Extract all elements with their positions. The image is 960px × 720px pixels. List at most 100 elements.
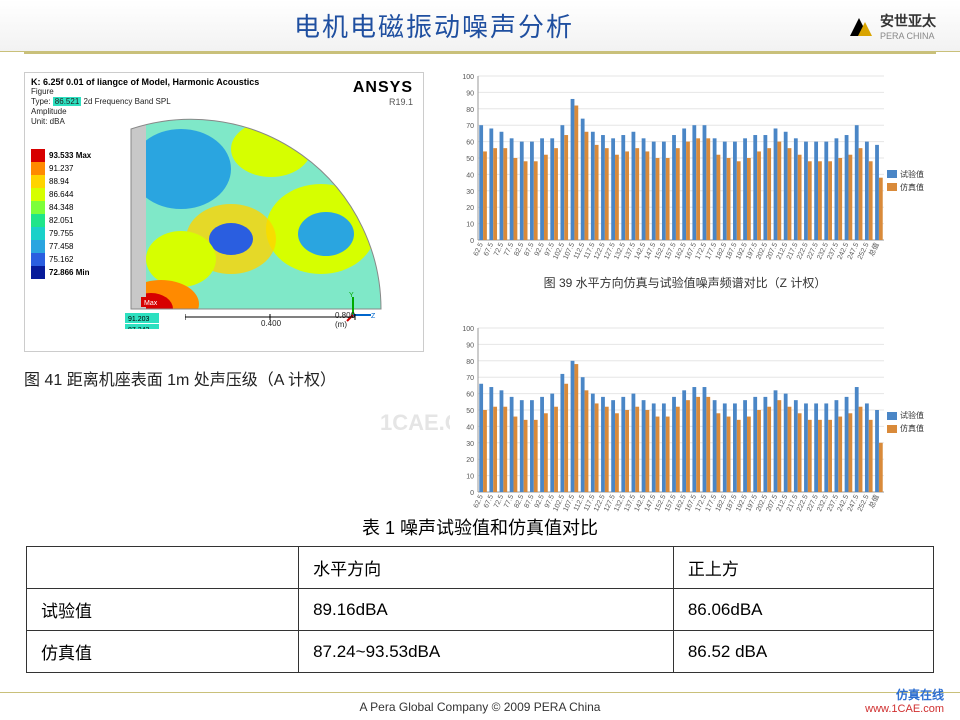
colorbar-row: 82.051 xyxy=(31,214,105,227)
footer-brand-bottom: www.1CAE.com xyxy=(865,702,944,716)
svg-text:90: 90 xyxy=(466,90,474,97)
legend-row: 仿真值 xyxy=(887,423,924,434)
chart-top-svg: 010203040506070809010062.567.572.577.582… xyxy=(450,70,890,270)
ansys-brand-sub: R19.1 xyxy=(353,97,413,107)
table-row: 试验值 89.16dBA 86.06dBA xyxy=(27,589,934,631)
svg-text:70: 70 xyxy=(466,375,474,382)
svg-text:60: 60 xyxy=(466,140,474,147)
legend-swatch xyxy=(887,170,897,178)
legend-row: 仿真值 xyxy=(887,182,924,193)
legend-label: 仿真值 xyxy=(900,423,924,434)
colorbar-label: 86.644 xyxy=(49,190,73,199)
scale-end: 0.800 (m) xyxy=(335,311,365,329)
cell: 87.24~93.53dBA xyxy=(299,631,674,673)
colorbar-row: 79.755 xyxy=(31,227,105,240)
svg-text:50: 50 xyxy=(466,408,474,415)
legend-label: 仿真值 xyxy=(900,182,924,193)
svg-text:30: 30 xyxy=(466,189,474,196)
colorbar-swatch xyxy=(31,188,45,201)
legend-label: 试验值 xyxy=(900,410,924,421)
colorbar-swatch xyxy=(31,240,45,253)
table-col-1: 水平方向 xyxy=(299,547,674,589)
colorbar-swatch xyxy=(31,214,45,227)
chart-bottom-legend: 试验值仿真值 xyxy=(887,408,924,436)
footer-brand-top: 仿真在线 xyxy=(865,688,944,702)
svg-text:90: 90 xyxy=(466,342,474,349)
figure-41-panel: K: 6.25f 0.01 of liangce of Model, Harmo… xyxy=(24,72,424,390)
svg-text:80: 80 xyxy=(466,359,474,366)
svg-text:20: 20 xyxy=(466,205,474,212)
scale-bar: 0.400 0.800 (m) xyxy=(185,313,365,329)
colorbar: 93.533 Max 91.237 88.94 86.644 84.348 82.051 7… xyxy=(31,149,105,279)
header: 电机电磁振动噪声分析 安世亚太 PERA CHINA xyxy=(0,0,960,52)
colorbar-label: 79.755 xyxy=(49,229,73,238)
svg-text:40: 40 xyxy=(466,424,474,431)
logo-sub: PERA CHINA xyxy=(880,31,936,41)
svg-text:80: 80 xyxy=(466,107,474,114)
colorbar-label: 82.051 xyxy=(49,216,73,225)
svg-text:10: 10 xyxy=(466,474,474,481)
svg-text:50: 50 xyxy=(466,156,474,163)
comparison-table: 水平方向 正上方 试验值 89.16dBA 86.06dBA 仿真值 87.24… xyxy=(26,546,934,673)
colorbar-swatch xyxy=(31,175,45,188)
svg-text:20: 20 xyxy=(466,457,474,464)
svg-text:30: 30 xyxy=(466,441,474,448)
svg-text:60: 60 xyxy=(466,392,474,399)
svg-text:100: 100 xyxy=(462,326,474,333)
pera-logo: 安世亚太 PERA CHINA xyxy=(844,11,936,41)
svg-text:Y: Y xyxy=(349,292,354,299)
svg-text:总值: 总值 xyxy=(867,241,881,257)
legend-swatch xyxy=(887,425,897,433)
colorbar-row: 72.866 Min xyxy=(31,266,105,279)
cell: 89.16dBA xyxy=(299,589,674,631)
chart-top-legend: 试验值仿真值 xyxy=(887,167,924,195)
colorbar-row: 88.94 xyxy=(31,175,105,188)
table-title: 表 1 噪声试验值和仿真值对比 xyxy=(26,514,934,540)
colorbar-row: 86.644 xyxy=(31,188,105,201)
table-col-2: 正上方 xyxy=(673,547,933,589)
svg-text:总值: 总值 xyxy=(867,493,881,509)
row-label: 仿真值 xyxy=(27,631,299,673)
table-corner xyxy=(27,547,299,589)
ansys-brand: ANSYS R19.1 xyxy=(353,79,413,107)
svg-text:91.203: 91.203 xyxy=(128,316,150,323)
colorbar-row: 84.348 xyxy=(31,201,105,214)
colorbar-label: 77.458 xyxy=(49,242,73,251)
colorbar-label: 84.348 xyxy=(49,203,73,212)
colorbar-swatch xyxy=(31,149,45,162)
scale-mid: 0.400 xyxy=(261,319,281,328)
chart-bottom: 010203040506070809010062.567.572.577.582… xyxy=(450,322,920,522)
svg-text:0: 0 xyxy=(470,490,474,497)
colorbar-swatch xyxy=(31,253,45,266)
comparison-table-wrap: 表 1 噪声试验值和仿真值对比 水平方向 正上方 试验值 89.16dBA 86… xyxy=(26,514,934,673)
logo-triangle-icon xyxy=(844,14,874,38)
footer-text: A Pera Global Company © 2009 PERA China xyxy=(360,700,601,714)
colorbar-swatch xyxy=(31,201,45,214)
svg-text:0: 0 xyxy=(470,238,474,245)
figure-41-caption: 图 41 距离机座表面 1m 处声压级（A 计权） xyxy=(24,366,424,390)
chart-top: 010203040506070809010062.567.572.577.582… xyxy=(450,70,920,291)
page-title: 电机电磁振动噪声分析 xyxy=(24,7,844,44)
colorbar-swatch xyxy=(31,162,45,175)
legend-swatch xyxy=(887,183,897,191)
svg-text:70: 70 xyxy=(466,123,474,130)
colorbar-row: 93.533 Max xyxy=(31,149,105,162)
table-row: 仿真值 87.24~93.53dBA 86.52 dBA xyxy=(27,631,934,673)
colorbar-row: 75.162 xyxy=(31,253,105,266)
colorbar-label: 93.533 Max xyxy=(49,151,91,160)
ansys-highlight: 86.521 xyxy=(53,97,81,106)
ansys-result-box: K: 6.25f 0.01 of liangce of Model, Harmo… xyxy=(24,72,424,352)
ansys-brand-name: ANSYS xyxy=(353,79,413,97)
footer-brand: 仿真在线 www.1CAE.com xyxy=(865,688,944,716)
row-label: 试验值 xyxy=(27,589,299,631)
colorbar-swatch xyxy=(31,266,45,279)
accent-line xyxy=(24,52,936,54)
logo-name: 安世亚太 xyxy=(880,11,936,31)
colorbar-label: 91.237 xyxy=(49,164,73,173)
colorbar-label: 75.162 xyxy=(49,255,73,264)
svg-text:10: 10 xyxy=(466,222,474,229)
cell: 86.06dBA xyxy=(673,589,933,631)
svg-text:Max: Max xyxy=(144,300,158,307)
colorbar-swatch xyxy=(31,227,45,240)
cell: 86.52 dBA xyxy=(673,631,933,673)
